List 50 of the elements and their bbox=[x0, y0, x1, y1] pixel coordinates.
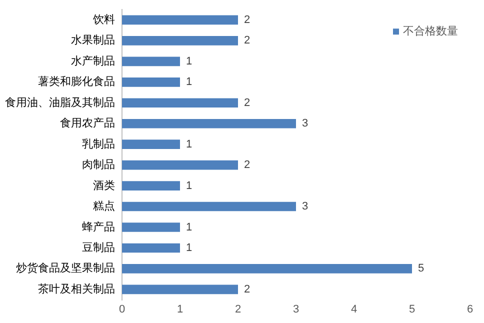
y-tick-label: 糕点 bbox=[93, 200, 115, 213]
y-tick-label: 肉制品 bbox=[82, 158, 115, 172]
bar bbox=[122, 160, 238, 170]
y-tick-label: 酒类 bbox=[93, 178, 115, 192]
bar bbox=[122, 202, 296, 212]
bar bbox=[122, 98, 238, 108]
y-tick-label: 豆制品 bbox=[82, 241, 115, 254]
data-label: 3 bbox=[302, 118, 308, 130]
bar bbox=[122, 56, 180, 66]
x-tick-label: 6 bbox=[466, 303, 474, 316]
bar bbox=[122, 36, 238, 46]
x-tick-label: 5 bbox=[408, 303, 416, 316]
data-label: 5 bbox=[418, 262, 424, 275]
bar bbox=[122, 15, 238, 25]
y-tick-label: 饮料 bbox=[92, 12, 115, 26]
y-tick-label: 乳制品 bbox=[82, 137, 115, 150]
bar bbox=[122, 181, 180, 190]
x-tick-label: 2 bbox=[234, 303, 242, 316]
bar bbox=[122, 243, 180, 253]
data-label: 1 bbox=[186, 221, 192, 234]
bar bbox=[122, 222, 180, 232]
bar bbox=[122, 118, 296, 128]
x-tick-label: 4 bbox=[350, 303, 358, 316]
data-label: 2 bbox=[244, 14, 250, 26]
data-label: 2 bbox=[244, 34, 250, 47]
data-label: 3 bbox=[302, 200, 308, 213]
x-tick-label: 1 bbox=[176, 303, 184, 316]
data-label: 1 bbox=[186, 76, 192, 88]
data-label: 2 bbox=[244, 96, 250, 109]
bar bbox=[122, 77, 180, 87]
y-tick-label: 食用油、油脂及其制品 bbox=[5, 96, 115, 109]
legend-label: 不合格数量 bbox=[403, 24, 458, 38]
data-label: 1 bbox=[186, 55, 192, 68]
bar bbox=[122, 284, 238, 294]
data-label: 1 bbox=[186, 242, 192, 254]
y-tick-label: 炒货食品及坚果制品 bbox=[16, 262, 115, 275]
data-label: 1 bbox=[186, 180, 192, 192]
y-tick-label: 食用农产品 bbox=[60, 116, 115, 130]
y-tick-label: 蜂产品 bbox=[82, 220, 115, 234]
y-tick-label: 水果制品 bbox=[71, 34, 115, 47]
x-tick-label: 0 bbox=[118, 303, 126, 316]
y-tick-label: 茶叶及相关制品 bbox=[38, 282, 115, 296]
data-label: 1 bbox=[186, 138, 192, 150]
data-label: 2 bbox=[244, 283, 250, 296]
x-tick-label: 3 bbox=[292, 303, 300, 316]
y-tick-label: 水产制品 bbox=[71, 54, 115, 68]
data-label: 2 bbox=[244, 159, 250, 172]
y-tick-label: 薯类和膨化食品 bbox=[38, 75, 115, 88]
bar bbox=[122, 140, 180, 149]
bar bbox=[122, 264, 412, 274]
